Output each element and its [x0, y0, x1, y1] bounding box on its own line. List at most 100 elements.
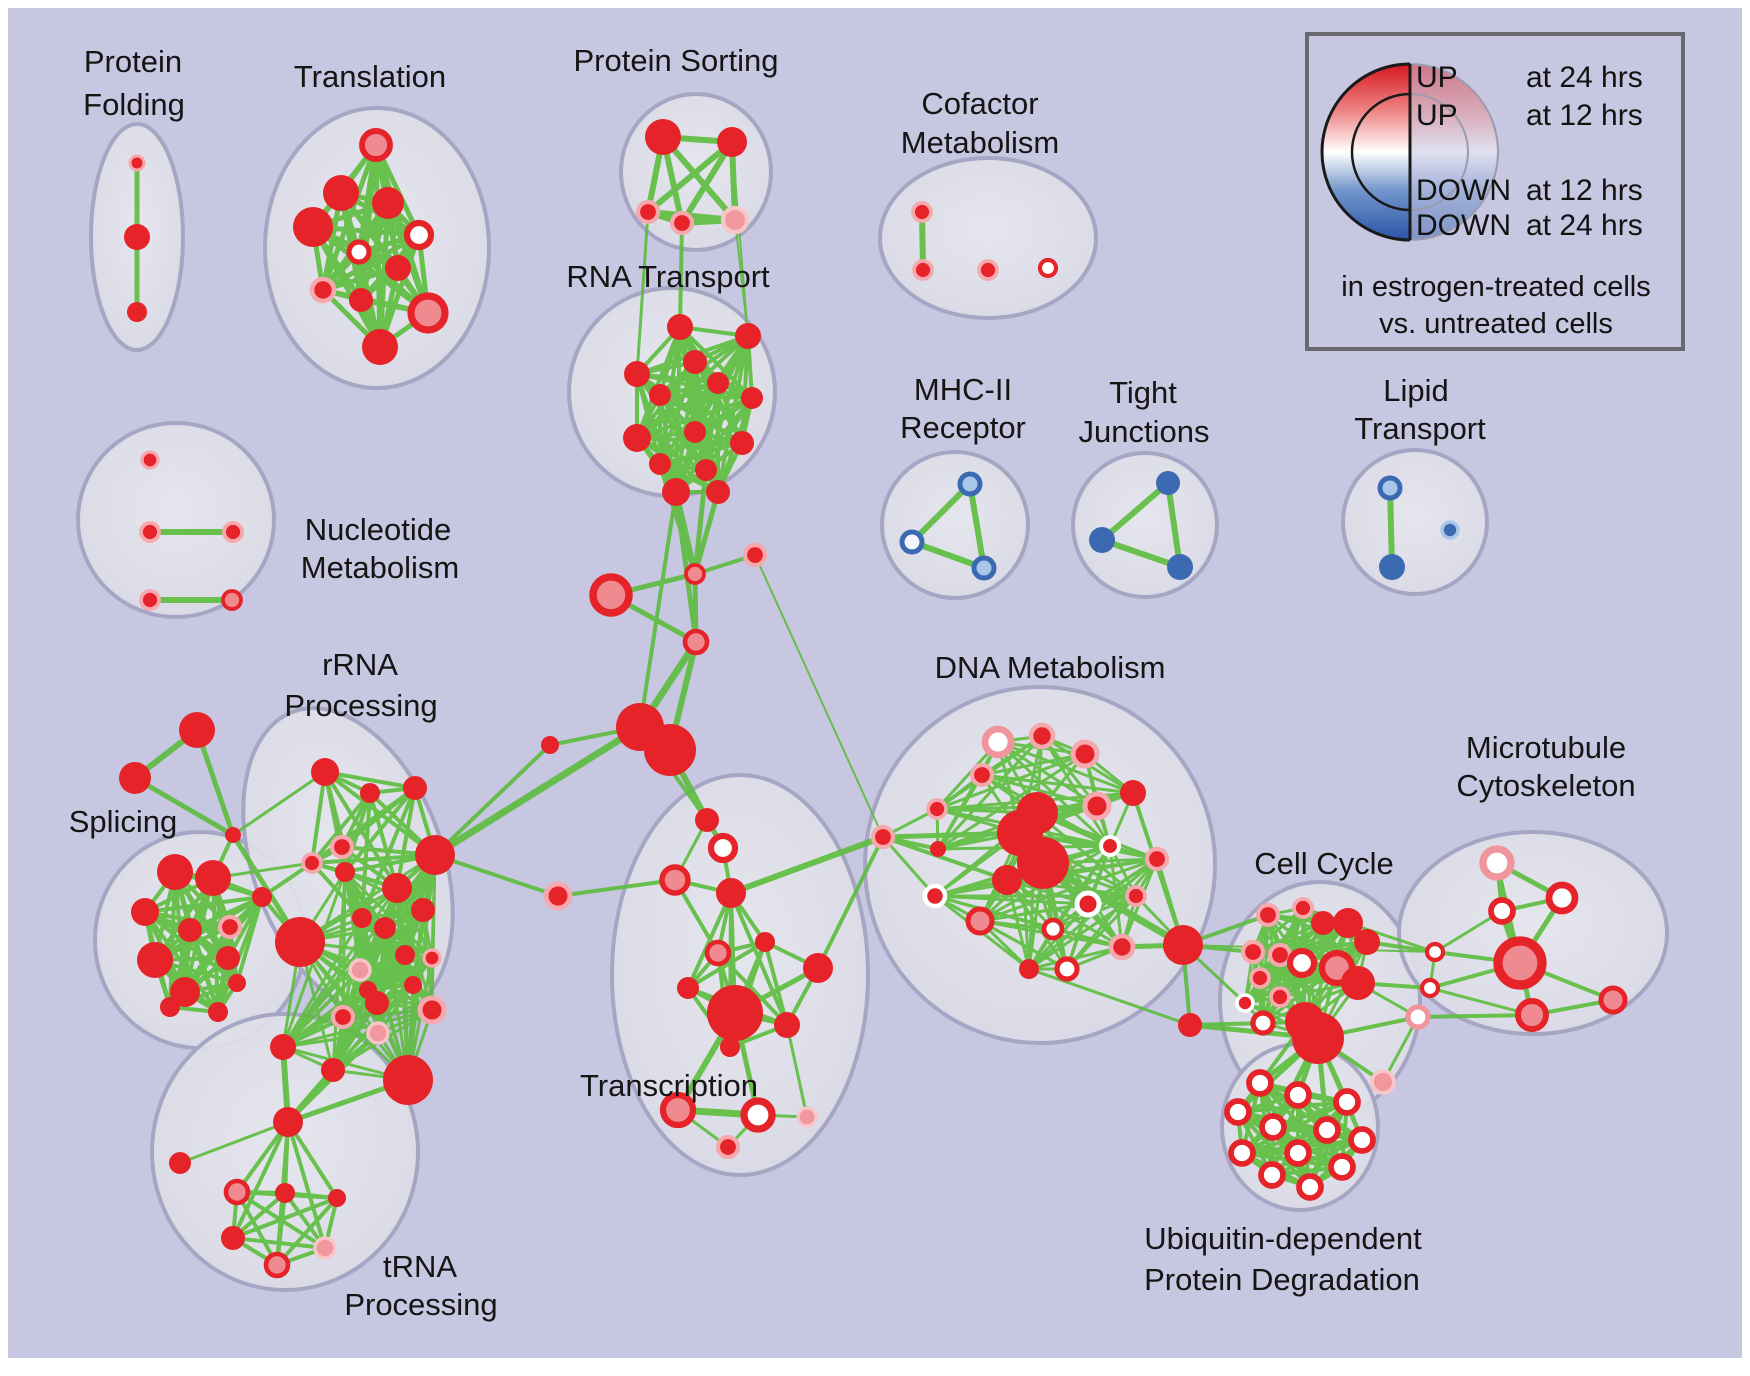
node-cc11: [1249, 967, 1271, 989]
node-pf2: [124, 224, 150, 250]
node-sp11: [208, 1002, 228, 1022]
node-cn2: [684, 563, 706, 585]
node-dm19: [1108, 933, 1136, 961]
node-tr3: [223, 1178, 251, 1206]
node-tl10: [407, 292, 449, 334]
label-trna-processing-line0: tRNA: [383, 1249, 457, 1284]
cluster-microtubule-cytoskeleton: [1397, 830, 1669, 1036]
node-rt10: [730, 431, 754, 455]
edge-rr2-rr9: [368, 791, 399, 890]
node-rt5: [707, 372, 729, 394]
node-sp9: [228, 974, 246, 992]
node-tx1: [695, 808, 719, 832]
edge-dm4-dm5: [980, 773, 1135, 795]
node-dm17: [1019, 959, 1039, 979]
node-dm11: [1144, 846, 1170, 872]
edge-ps3-rt4: [635, 210, 650, 376]
node-mt2: [1545, 881, 1579, 915]
network-nodes: [119, 119, 1628, 1279]
edge-tr5-tr6: [231, 1196, 339, 1240]
edge-tx6-tx10: [716, 951, 789, 1027]
legend-outer-ring-24h: [1320, 62, 1411, 242]
node-cn6: [644, 724, 696, 776]
edge-rr23-rr24: [281, 1031, 380, 1049]
edge-ub6-ub8: [1240, 1128, 1329, 1155]
node-tr1: [273, 1107, 303, 1137]
edge-dm2-dm8: [936, 734, 1044, 851]
node-nm1: [140, 450, 160, 470]
edge-dm7-dm23: [881, 835, 1009, 882]
node-mh3: [971, 555, 997, 581]
node-bb1: [1163, 925, 1203, 965]
edge-tl4-tl11: [310, 224, 383, 350]
cluster-tight-junctions: [1071, 451, 1219, 599]
node-sp5: [217, 914, 243, 940]
node-tl7: [385, 255, 411, 281]
node-rr9: [382, 873, 412, 903]
legend-row-down-12: DOWN at 12 hrs: [1416, 174, 1643, 208]
node-pf3: [127, 302, 147, 322]
label-ubiquitin-degradation-line0: Ubiquitin-dependent: [1144, 1221, 1422, 1256]
edge-mh2-mh3: [909, 539, 987, 571]
node-pf1: [128, 154, 146, 172]
edge-tx8-dm7: [816, 835, 885, 970]
node-nm2: [139, 521, 161, 543]
node-sp3: [131, 898, 159, 926]
node-tr5: [328, 1189, 346, 1207]
edge-rr21-rr22: [341, 1008, 434, 1019]
legend-row-up-12: UP at 12 hrs: [1416, 99, 1643, 133]
edge-tg2-tg3: [132, 775, 236, 838]
edge-rt1-rt8: [635, 325, 682, 440]
edge-dm5-dm9: [980, 773, 1099, 808]
edge-sp1-sp10: [168, 870, 177, 1009]
cluster-lipid-transport: [1341, 448, 1489, 596]
node-tr6: [221, 1226, 245, 1250]
node-tl4: [293, 207, 333, 247]
node-rr13: [348, 958, 372, 982]
node-cn4: [682, 628, 710, 656]
node-ub6: [1313, 1116, 1341, 1144]
node-mt8: [1419, 977, 1441, 999]
node-nm4: [139, 589, 161, 611]
node-rt4: [624, 361, 650, 387]
node-rr7: [352, 908, 372, 928]
node-cc4: [1333, 908, 1363, 938]
node-tl3: [372, 187, 404, 219]
node-sp6: [137, 942, 173, 978]
node-ub3: [1333, 1088, 1361, 1116]
edge-dm11-dm20: [1035, 811, 1159, 861]
edge-cn7-rr10: [433, 743, 552, 857]
node-cc10: [1341, 966, 1375, 1000]
edge-rr21-rr24: [281, 1008, 434, 1049]
node-tl5: [403, 219, 435, 251]
edge-tr1-tr7: [286, 1120, 327, 1250]
node-rr19: [365, 991, 389, 1015]
edge-ps2-ps4: [679, 139, 735, 226]
label-translation-line0: Translation: [294, 59, 446, 94]
node-rr17: [404, 976, 422, 994]
node-tl9: [349, 288, 373, 312]
node-tr4: [275, 1183, 295, 1203]
node-rr1: [311, 758, 339, 786]
edge-rr3-rr9: [395, 786, 417, 890]
edge-mt8-mt5: [1428, 986, 1534, 1017]
node-ub7: [1348, 1126, 1376, 1154]
node-rt1: [667, 314, 693, 340]
label-tight-junctions-line0: Tight: [1109, 375, 1177, 410]
node-tr8: [263, 1251, 291, 1279]
node-rr22: [330, 1004, 356, 1030]
cluster-labels: Protein Folding Translation Protein Sorting…: [69, 43, 1636, 1322]
label-ubiquitin-degradation-line1: Protein Degradation: [1144, 1262, 1420, 1297]
node-cf2: [912, 259, 934, 281]
node-ub11: [1258, 1161, 1286, 1189]
node-tx16: [543, 881, 573, 911]
edge-bb1-mt7: [1182, 944, 1436, 953]
node-ub12: [1296, 1173, 1324, 1201]
node-rt12: [695, 459, 717, 481]
node-tl6: [346, 239, 372, 265]
node-mt3: [1488, 897, 1516, 925]
node-sp7: [216, 946, 240, 970]
node-cf3: [977, 259, 999, 281]
node-ub10: [1328, 1153, 1356, 1181]
legend-row-down-24: DOWN at 24 hrs: [1416, 209, 1643, 243]
